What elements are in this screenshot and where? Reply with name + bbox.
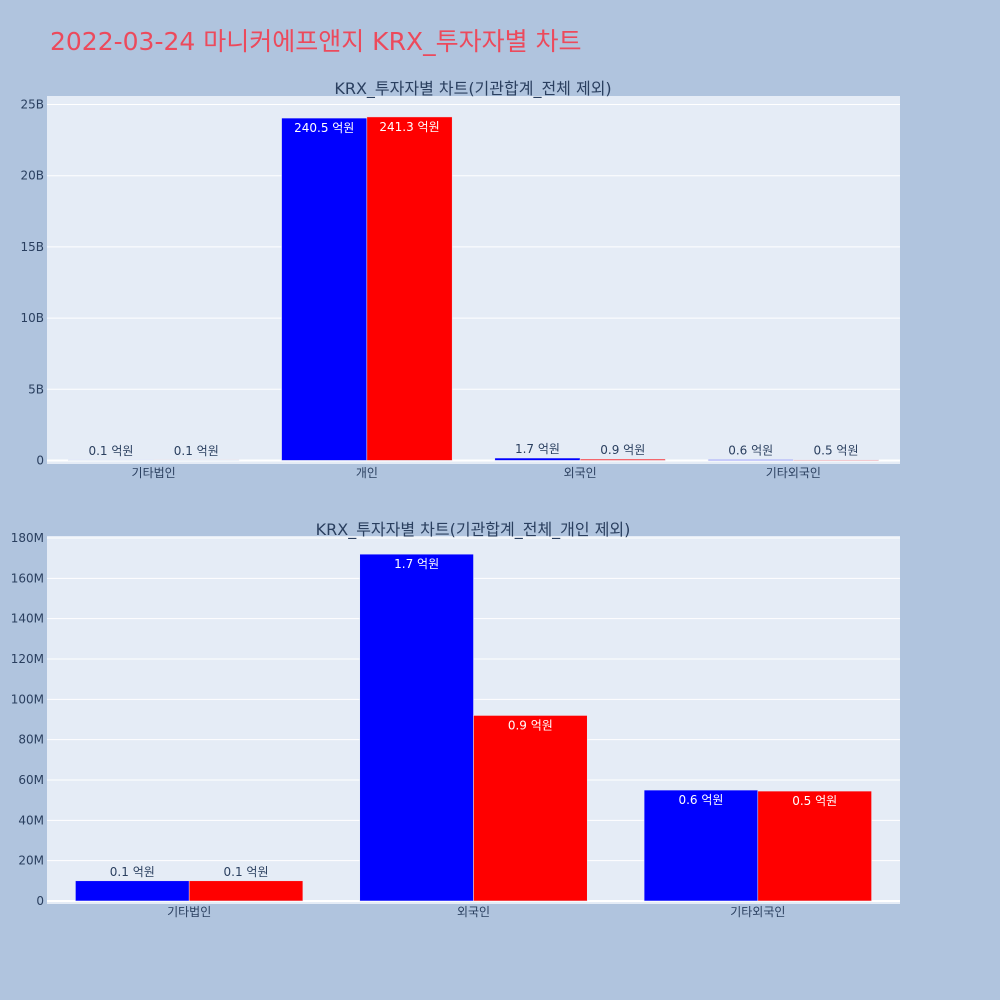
plot-area xyxy=(47,96,900,464)
bar xyxy=(359,553,474,902)
bar xyxy=(153,459,240,461)
bar xyxy=(643,789,759,902)
data-label: 241.3 억원 xyxy=(379,120,439,134)
x-tick-label: 기타외국인 xyxy=(766,466,821,480)
x-tick-label: 기타법인 xyxy=(167,905,211,919)
y-tick-label: 100M xyxy=(11,692,44,706)
y-tick-label: 5B xyxy=(28,382,44,396)
x-tick-label: 개인 xyxy=(356,466,378,480)
y-tick-label: 15B xyxy=(20,240,44,254)
y-tick-label: 20B xyxy=(20,169,44,183)
x-tick-label: 외국인 xyxy=(564,466,597,480)
bar xyxy=(473,715,588,902)
y-tick-label: 180M xyxy=(11,531,44,545)
y-tick-label: 120M xyxy=(11,652,44,666)
data-label: 240.5 억원 xyxy=(294,121,354,135)
data-label: 0.1 억원 xyxy=(174,444,219,458)
y-tick-label: 0 xyxy=(36,894,44,908)
data-label: 0.6 억원 xyxy=(728,444,773,458)
data-label: 0.9 억원 xyxy=(600,443,645,457)
bar xyxy=(757,790,872,902)
data-label: 0.1 억원 xyxy=(88,444,133,458)
bar xyxy=(281,117,368,461)
chart-title: KRX_투자자별 차트(기관합계_전체 제외) xyxy=(334,79,611,99)
x-tick-label: 기타법인 xyxy=(132,466,176,480)
x-tick-label: 기타외국인 xyxy=(730,905,785,919)
page-title: 2022-03-24 마니커에프앤지 KRX_투자자별 차트 xyxy=(50,27,582,56)
data-label: 0.1 억원 xyxy=(110,865,155,879)
chart-top: 0 5B 10B 15B 20B 25B KRX_투자자별 차트(기관합계_전체 제외) 기타… xyxy=(20,79,900,480)
bar xyxy=(366,116,453,461)
data-label: 0.5 억원 xyxy=(792,794,837,808)
data-label: 0.5 억원 xyxy=(814,444,859,458)
bar xyxy=(793,459,879,461)
chart-title: KRX_투자자별 차트(기관합계_전체_개인 제외) xyxy=(316,520,631,540)
y-tick-label: 20M xyxy=(18,854,44,868)
data-label: 0.6 억원 xyxy=(678,793,723,807)
data-label: 0.9 억원 xyxy=(508,718,553,732)
y-tick-label: 60M xyxy=(18,773,44,787)
x-tick-label: 외국인 xyxy=(457,905,490,919)
bar xyxy=(75,880,190,902)
y-tick-label: 10B xyxy=(20,311,44,325)
y-tick-label: 160M xyxy=(11,571,44,585)
y-tick-label: 25B xyxy=(20,98,44,112)
bar xyxy=(188,880,304,902)
data-label: 1.7 억원 xyxy=(515,442,560,456)
y-tick-label: 140M xyxy=(11,612,44,626)
data-label: 1.7 억원 xyxy=(394,557,439,571)
y-tick-label: 80M xyxy=(18,733,44,747)
bar xyxy=(579,458,666,461)
y-tick-label: 40M xyxy=(18,813,44,827)
y-tick-label: 0 xyxy=(36,453,44,467)
data-label: 0.1 억원 xyxy=(224,865,269,879)
